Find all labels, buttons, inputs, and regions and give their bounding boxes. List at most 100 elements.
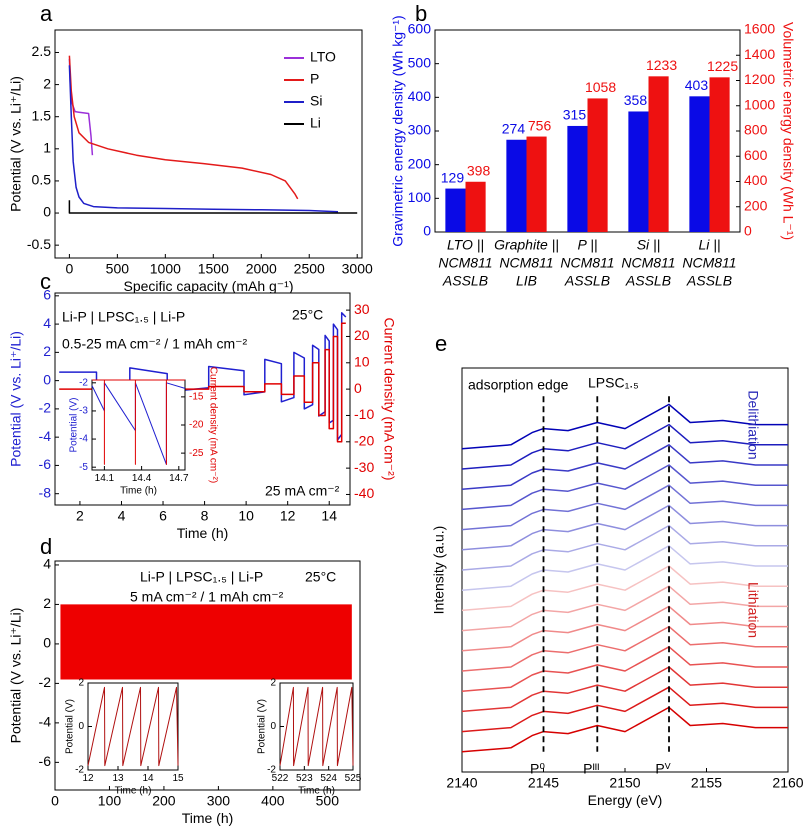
x-tick-label: Graphite ||: [494, 237, 559, 253]
y-tick-label: 0: [43, 204, 51, 220]
plot-area: [91, 379, 186, 465]
data-line: [461, 524, 788, 571]
annotation: 5 mA cm⁻² / 1 mAh cm⁻²: [130, 589, 284, 605]
data-line: [92, 379, 185, 465]
bar: [689, 96, 710, 232]
y2-tick-label: 30: [354, 301, 370, 317]
x-tick-label: 522: [272, 773, 289, 784]
data-line: [59, 322, 346, 443]
bar-value-label: 315: [563, 107, 587, 123]
x-tick-label: 14: [321, 508, 337, 524]
plot-area: [279, 686, 354, 767]
x-tick-label: 14.4: [132, 473, 152, 484]
y2-tick-label: -40: [354, 485, 374, 501]
panel: 0 100 200 300 400 500 600 0 200 400 600 800 1000 1200…: [390, 1, 797, 289]
x-tick-label: 2500: [294, 261, 325, 277]
y-tick-label: 1: [43, 140, 51, 156]
y-tick-label: 0: [423, 223, 431, 239]
x-tick-label: 300: [207, 793, 231, 809]
bar: [465, 181, 486, 232]
y-tick-label: 600: [408, 21, 432, 37]
bar: [445, 188, 466, 232]
panel: 0 500 1000 1500 2000 2500 3000 -0.5 0 0.5 1 1.5 2 2.5…: [8, 1, 373, 294]
annotation: LPSC₁.₅: [588, 375, 639, 391]
x-tick-label: ASSLB: [686, 273, 732, 289]
bar-value-label: 1225: [707, 58, 738, 74]
y-tick-label: -2: [39, 400, 52, 416]
x-axis-title: Time (h): [298, 786, 335, 797]
x-tick-label: 1000: [150, 261, 181, 277]
data-line: [461, 666, 788, 713]
data-line: [461, 585, 788, 632]
data-line: [461, 423, 788, 470]
y-tick-label: -2: [39, 674, 52, 690]
y-axis-title: Potential (V vs. Li⁺/Li): [8, 608, 24, 744]
y2-axis-title: Current density (mA cm⁻²): [381, 318, 397, 481]
y-tick-label: 2: [270, 678, 276, 689]
legend-label: LTO: [310, 49, 336, 65]
y-axis-title: Potential (V): [65, 699, 76, 754]
y-tick-label: -2: [75, 765, 84, 776]
panel: 12 13 14 15 -2 0 2 Time (h) Potential (V): [65, 678, 184, 797]
x-tick-label: 2140: [446, 775, 477, 791]
annotation: 25°C: [305, 569, 336, 585]
data-line: [461, 565, 788, 612]
bar-value-label: 398: [467, 162, 491, 178]
y2-tick-label: 1400: [744, 46, 775, 62]
x-tick-label: 14.7: [169, 473, 189, 484]
y2-tick-label: 20: [354, 327, 370, 343]
data-line: [461, 625, 788, 672]
y-tick-label: -3: [79, 406, 88, 417]
data-line: [68, 200, 358, 214]
x-tick-label: ASSLB: [442, 273, 488, 289]
annotation: Li-P | LPSC₁.₅ | Li-P: [140, 569, 263, 585]
data-line: [461, 706, 788, 753]
x-tick-label: 12: [280, 508, 296, 524]
x-tick-label: 524: [320, 773, 337, 784]
y-tick-label: 2.5: [32, 43, 52, 59]
panel: 2140 2145 2150 2155 2160 Energy (eV) Intensity…: [431, 331, 804, 808]
reference-label: P⁰: [530, 761, 545, 777]
x-tick-label: 2000: [246, 261, 277, 277]
y2-tick-label: 0: [354, 380, 362, 396]
x-tick-label: 8: [201, 508, 209, 524]
bar-value-label: 274: [502, 120, 526, 136]
y-tick-label: 1.5: [32, 107, 52, 123]
x-tick-label: 15: [172, 773, 184, 784]
panel: 2 4 6 8 10 12 14-8-6-4-20246-40-30-20-10010203…: [8, 269, 398, 541]
bar: [567, 125, 588, 232]
y-tick-label: -6: [39, 456, 52, 472]
annotation: 25°C: [292, 307, 323, 323]
y2-axis-title: Current density (mA cm⁻²): [207, 367, 218, 483]
x-tick-label: 14.1: [95, 473, 115, 484]
annotation: 25 mA cm⁻²: [265, 483, 340, 499]
x-tick-label: P ||: [578, 237, 598, 253]
x-tick-label: NCM811: [621, 255, 675, 271]
panel-label: c: [40, 269, 51, 294]
panel: 522 523 524 525 -2 0 2 Time (h) Potential (V): [257, 678, 362, 797]
y-tick-label: 4: [43, 315, 51, 331]
data-line: [461, 545, 788, 591]
y-axis-title: Potential (V vs. Li⁺/Li): [8, 331, 24, 467]
x-tick-label: 1500: [198, 261, 229, 277]
y-axis-title: Potential (V): [69, 397, 80, 452]
y-tick-label: -4: [39, 714, 52, 730]
legend-label: Si: [310, 93, 322, 109]
y-tick-label: 500: [408, 54, 432, 70]
y-tick-label: 2: [43, 343, 51, 359]
x-axis-title: Energy (eV): [588, 792, 663, 808]
y-tick-label: 0: [78, 721, 84, 732]
x-tick-label: 200: [152, 793, 176, 809]
reference-label: Pᴵᴵᴵ: [583, 761, 599, 777]
x-axis-title: Time (h): [182, 810, 234, 826]
bar: [506, 139, 527, 232]
y-tick-label: 0: [43, 635, 51, 651]
y2-tick-label: 1000: [744, 96, 775, 112]
x-tick-label: Si ||: [637, 237, 661, 253]
data-line: [461, 686, 788, 733]
panel-label: e: [435, 331, 447, 356]
bar-value-label: 358: [624, 92, 648, 108]
data-line: [68, 55, 299, 200]
data-line: [461, 484, 788, 531]
y-tick-label: -6: [39, 753, 52, 769]
